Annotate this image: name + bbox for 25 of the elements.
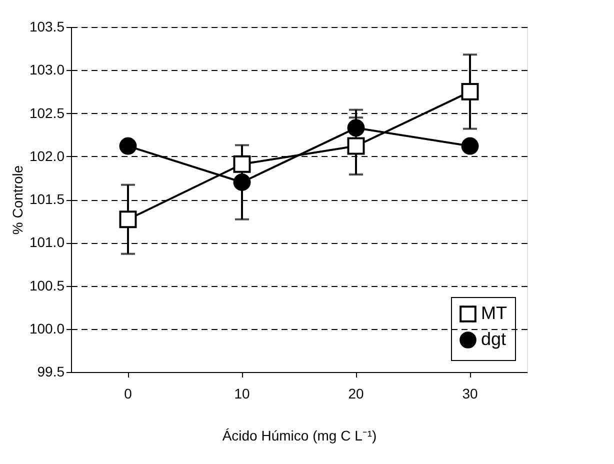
x-tick-label: 0 bbox=[124, 386, 132, 402]
point bbox=[347, 137, 365, 155]
x-tick-label: 20 bbox=[348, 386, 364, 402]
y-tick-label: 101.5 bbox=[29, 191, 65, 207]
y-tick-label: 100.0 bbox=[29, 320, 65, 336]
y-tick-label: 103.5 bbox=[29, 18, 65, 34]
y-tick-label: 101.0 bbox=[29, 234, 65, 250]
y-tick-label: 102.5 bbox=[29, 104, 65, 121]
point bbox=[233, 155, 251, 173]
y-tick-label: 99.5 bbox=[37, 364, 65, 380]
point bbox=[233, 174, 251, 191]
point bbox=[347, 119, 365, 137]
y-tick-label: 103.0 bbox=[29, 62, 65, 78]
x-tick-label: 10 bbox=[234, 386, 250, 402]
y-tick-label: 102.0 bbox=[29, 148, 65, 164]
point bbox=[461, 82, 479, 100]
x-tick-label: 30 bbox=[462, 386, 478, 402]
legend-label: dgt bbox=[481, 329, 506, 349]
point bbox=[119, 210, 137, 228]
x-axis-title: Ácido Húmico (mg C L⁻¹) bbox=[222, 428, 377, 444]
legend-label: MT bbox=[481, 303, 507, 323]
y-tick-label: 100.5 bbox=[29, 277, 65, 294]
y-axis-title: % Controle bbox=[9, 165, 26, 235]
point bbox=[461, 137, 479, 155]
point bbox=[119, 137, 137, 155]
